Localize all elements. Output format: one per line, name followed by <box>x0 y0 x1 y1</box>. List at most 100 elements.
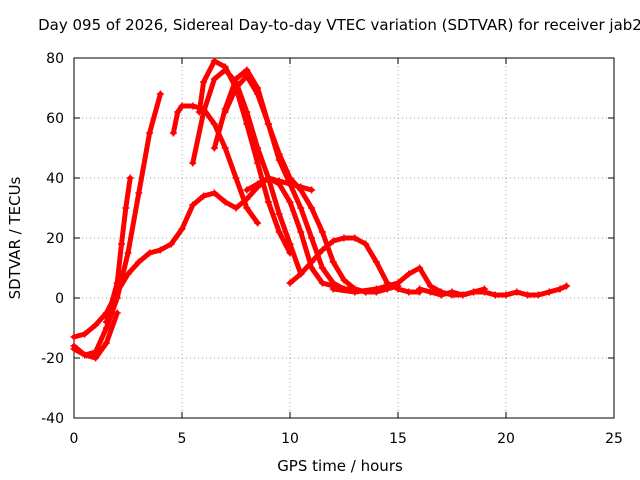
data-series <box>70 57 570 362</box>
data-point-marker <box>156 90 164 98</box>
data-point-marker <box>221 66 229 74</box>
data-point-marker <box>405 270 413 278</box>
data-point-marker <box>491 291 499 299</box>
data-point-marker <box>189 201 197 209</box>
data-point-marker <box>189 102 197 110</box>
data-point-marker <box>113 279 121 287</box>
data-point-marker <box>102 339 110 347</box>
data-point-marker <box>178 225 186 233</box>
data-point-marker <box>167 240 175 248</box>
data-point-marker <box>426 288 434 296</box>
y-tick-label: 60 <box>46 111 64 127</box>
data-point-marker <box>200 108 208 116</box>
data-point-marker <box>308 186 316 194</box>
data-point-marker <box>556 285 564 293</box>
data-point-marker <box>243 72 251 80</box>
data-point-marker <box>351 288 359 296</box>
data-point-marker <box>318 228 326 236</box>
data-point-marker <box>286 240 294 248</box>
data-point-marker <box>275 180 283 188</box>
data-point-marker <box>254 90 262 98</box>
y-tick-label: 80 <box>46 51 64 67</box>
data-point-marker <box>524 291 532 299</box>
data-point-marker <box>416 285 424 293</box>
x-tick-label: 5 <box>178 431 187 447</box>
data-point-marker <box>102 318 110 326</box>
data-point-marker <box>318 246 326 254</box>
data-point-marker <box>146 249 154 257</box>
chart-title: Day 095 of 2026, Sidereal Day-to-day VTE… <box>38 16 640 34</box>
data-point-marker <box>329 237 337 245</box>
data-point-marker <box>232 84 240 92</box>
data-point-marker <box>135 258 143 266</box>
x-tick-labels: 0 5 10 15 20 25 <box>70 431 623 447</box>
data-point-marker <box>340 276 348 284</box>
data-point-marker <box>340 234 348 242</box>
data-point-marker <box>232 204 240 212</box>
data-point-marker <box>448 288 456 296</box>
data-point-marker <box>362 240 370 248</box>
x-tick-label: 10 <box>281 431 299 447</box>
y-tick-label: -40 <box>41 411 64 427</box>
data-point-marker <box>480 288 488 296</box>
data-point-marker <box>135 189 143 197</box>
data-point-marker <box>200 78 208 86</box>
data-point-marker <box>70 333 78 341</box>
data-point-marker <box>243 204 251 212</box>
data-point-marker <box>297 186 305 194</box>
data-point-marker <box>243 108 251 116</box>
series-track-12 <box>416 282 570 299</box>
data-point-marker <box>124 249 132 257</box>
data-point-marker <box>174 108 182 116</box>
data-point-marker <box>254 144 262 152</box>
data-point-marker <box>318 279 326 287</box>
y-tick-label: 40 <box>46 171 64 187</box>
data-point-marker <box>81 351 89 359</box>
data-point-marker <box>297 270 305 278</box>
data-point-marker <box>118 240 126 248</box>
data-point-marker <box>318 264 326 272</box>
data-point-marker <box>459 291 467 299</box>
data-point-marker <box>372 258 380 266</box>
data-point-marker <box>286 174 294 182</box>
data-point-marker <box>189 159 197 167</box>
data-point-marker <box>254 180 262 188</box>
data-point-marker <box>210 189 218 197</box>
data-point-marker <box>275 150 283 158</box>
y-axis-label: SDTVAR / TECUs <box>6 176 24 299</box>
data-point-marker <box>405 288 413 296</box>
data-point-marker <box>178 102 186 110</box>
x-tick-label: 0 <box>70 431 79 447</box>
series-track-8 <box>221 72 380 296</box>
data-point-marker <box>243 66 251 74</box>
data-point-marker <box>169 129 177 137</box>
data-point-marker <box>102 324 110 332</box>
data-point-marker <box>351 234 359 242</box>
data-point-marker <box>156 246 164 254</box>
data-point-marker <box>470 288 478 296</box>
data-point-marker <box>232 174 240 182</box>
series-line <box>170 103 261 226</box>
y-tick-labels: -40 -20 0 20 40 60 80 <box>41 51 64 427</box>
data-point-marker <box>210 57 218 65</box>
data-point-marker <box>254 219 262 227</box>
data-point-marker <box>92 321 100 329</box>
data-point-marker <box>513 288 521 296</box>
data-point-marker <box>329 285 337 293</box>
data-point-marker <box>372 285 380 293</box>
data-point-marker <box>502 291 510 299</box>
series-line <box>196 58 293 256</box>
data-point-marker <box>232 75 240 83</box>
data-point-marker <box>416 264 424 272</box>
data-point-marker <box>200 192 208 200</box>
data-point-marker <box>286 279 294 287</box>
data-point-marker <box>264 174 272 182</box>
data-point-marker <box>275 228 283 236</box>
data-point-marker <box>126 174 134 182</box>
data-point-marker <box>243 186 251 194</box>
data-point-marker <box>221 198 229 206</box>
data-point-marker <box>264 120 272 128</box>
data-point-marker <box>81 330 89 338</box>
x-tick-label: 15 <box>389 431 407 447</box>
y-tick-label: 0 <box>55 291 64 307</box>
